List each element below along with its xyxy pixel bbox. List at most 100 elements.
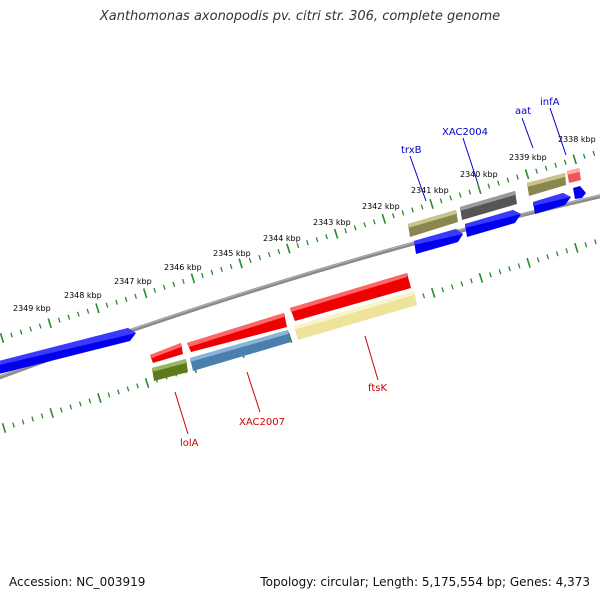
ruler-label-2338: 2338 kbp (558, 135, 596, 144)
gene-arrow-top (414, 229, 463, 245)
ruler-minor-tick (592, 150, 596, 156)
ruler-minor-tick (115, 299, 118, 305)
ruler-minor-tick (420, 204, 424, 210)
feature-label-trxB[interactable]: trxB (401, 145, 422, 156)
ruler-minor-tick (21, 419, 25, 425)
ruler-minor-tick (69, 404, 73, 410)
ruler-minor-tick (468, 189, 472, 195)
ruler-minor-tick (267, 252, 271, 258)
ruler-label-2341: 2341 kbp (411, 186, 449, 195)
ruler-major-tick (144, 377, 150, 388)
gene-box[interactable] (294, 291, 417, 340)
ruler-minor-tick (10, 332, 13, 338)
ruler-minor-tick (306, 240, 309, 246)
gene-arrow[interactable] (290, 273, 411, 321)
ruler-major-tick (49, 407, 54, 418)
ruler-minor-tick (441, 287, 445, 293)
ruler-major-tick (430, 287, 436, 298)
ruler-minor-tick (411, 207, 414, 213)
ruler-minor-tick (546, 254, 550, 260)
ruler-minor-tick (584, 242, 588, 248)
ruler-minor-tick (344, 228, 348, 234)
ruler-minor-tick (554, 162, 558, 168)
ruler-minor-tick (497, 180, 500, 186)
gene-arrow-top (533, 193, 571, 206)
ruler-minor-tick (117, 389, 120, 395)
ruler-minor-tick (124, 296, 128, 302)
gene-box-top (152, 359, 186, 372)
ruler-minor-tick (134, 293, 138, 299)
ruler-minor-tick (325, 234, 328, 240)
gene-box-top (567, 168, 579, 175)
gene-box-top (190, 330, 288, 362)
ruler-major-tick (0, 332, 5, 344)
ruler-minor-tick (582, 153, 586, 159)
ruler-minor-tick (153, 287, 157, 293)
ruler-label-2339: 2339 kbp (509, 153, 547, 162)
ruler-minor-tick (277, 249, 281, 255)
ruler-minor-tick (401, 210, 405, 216)
ruler-minor-tick (229, 263, 233, 270)
ruler-minor-tick (29, 326, 33, 332)
ruler-minor-tick (517, 263, 521, 269)
ruler-minor-tick (544, 165, 548, 171)
feature-label-XAC2007[interactable]: XAC2007 (239, 417, 285, 428)
feature-label-aat[interactable]: aat (515, 106, 531, 117)
leader-XAC2004 (462, 137, 479, 185)
ruler-minor-tick (107, 392, 111, 398)
ruler-minor-tick (162, 284, 166, 290)
feature-label-lolA[interactable]: lolA (180, 438, 199, 449)
map-title: Xanthomonas axonopodis pv. citri str. 30… (99, 9, 501, 24)
ruler-minor-tick (563, 159, 567, 165)
ruler-minor-tick (439, 198, 443, 204)
leader-XAC2007 (246, 371, 261, 413)
leader-lolA (174, 391, 189, 435)
ruler-minor-tick (535, 168, 538, 174)
ruler-major-tick (477, 184, 482, 195)
ruler-minor-tick (458, 192, 462, 198)
ruler-minor-tick (536, 257, 540, 263)
label-leaders (174, 107, 567, 435)
ruler-minor-tick (460, 281, 464, 287)
feature-label-XAC2004[interactable]: XAC2004 (442, 127, 488, 138)
gene-arrow-top (150, 343, 181, 358)
gene-arrow-top (465, 210, 521, 228)
ruler-label-2345: 2345 kbp (213, 249, 251, 258)
leader-aat (521, 117, 534, 149)
ruler-minor-tick (86, 308, 90, 314)
ruler-minor-tick (487, 183, 491, 189)
ruler-major-tick (286, 243, 291, 254)
ruler-minor-tick (38, 323, 42, 329)
ruler-minor-tick (555, 251, 559, 257)
ruler-major-tick (572, 154, 578, 165)
ruler-label-2343: 2343 kbp (313, 218, 351, 227)
gene-arrow-top (290, 273, 407, 312)
ruler-major-tick (190, 273, 196, 284)
ruler-ticks-upper (0, 150, 596, 344)
ruler-label-2344: 2344 kbp (263, 234, 301, 243)
ruler-label-2348: 2348 kbp (64, 291, 102, 300)
ruler-minor-tick (392, 213, 395, 219)
ruler-minor-tick (77, 311, 80, 317)
ruler-minor-tick (258, 254, 262, 261)
gene-arrow[interactable] (573, 186, 586, 199)
ruler-label-2349: 2349 kbp (13, 304, 51, 313)
genome-summary: Topology: circular; Length: 5,175,554 bp… (260, 575, 590, 589)
feature-label-ftsK[interactable]: ftsK (368, 383, 387, 394)
ruler-major-tick (381, 213, 387, 224)
ruler-major-tick (478, 272, 484, 283)
ruler-minor-tick (31, 416, 34, 422)
ruler-minor-tick (315, 237, 319, 243)
ruler-label-2342: 2342 kbp (362, 202, 400, 211)
ruler-major-tick (47, 318, 52, 329)
ruler-minor-tick (126, 386, 130, 392)
feature-label-infA[interactable]: infA (540, 97, 560, 108)
ruler-minor-tick (105, 302, 109, 308)
ruler-major-tick (429, 198, 434, 209)
gene-box-top (527, 173, 565, 187)
ruler-minor-tick (353, 225, 357, 231)
ruler-minor-tick (12, 422, 15, 428)
ruler-minor-tick (210, 269, 214, 276)
ruler-minor-tick (57, 317, 61, 323)
